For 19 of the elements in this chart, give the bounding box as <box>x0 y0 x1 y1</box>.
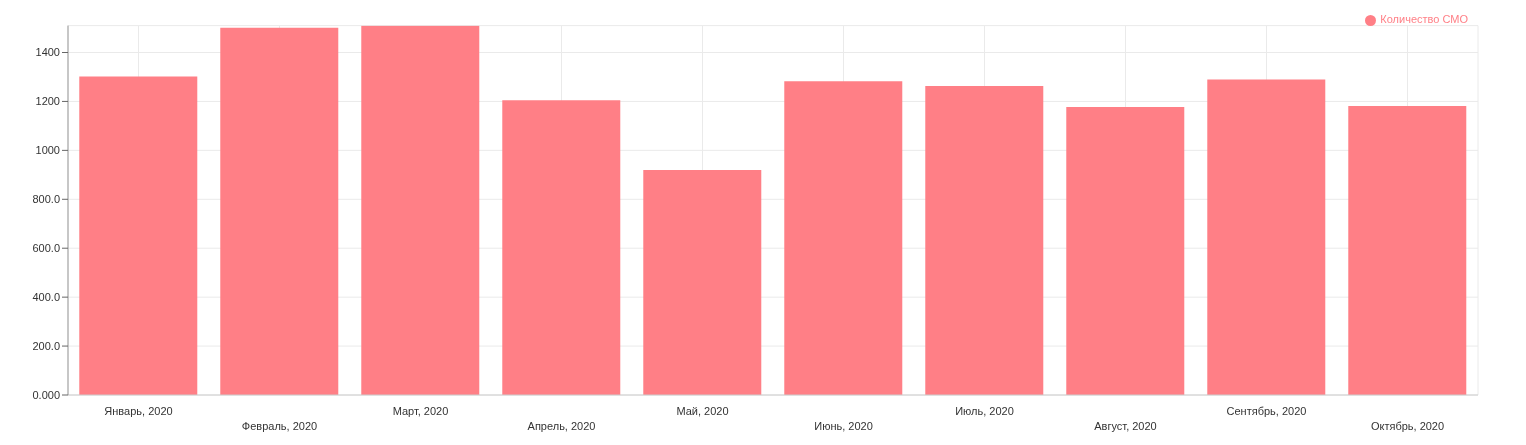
x-tick-label: Июнь, 2020 <box>814 420 873 432</box>
x-tick-label: Август, 2020 <box>1094 420 1157 432</box>
y-tick-label: 1200 <box>35 95 60 108</box>
y-tick-label: 1000 <box>35 144 60 157</box>
x-tick-label: Июль, 2020 <box>955 405 1014 417</box>
x-tick-label: Январь, 2020 <box>104 405 173 417</box>
y-tick-label: 1400 <box>35 46 60 59</box>
x-tick-label: Апрель, 2020 <box>527 420 596 432</box>
x-tick-label: Февраль, 2020 <box>241 420 318 432</box>
x-tick-label: Октябрь, 2020 <box>1370 420 1445 432</box>
y-tick-label: 600.0 <box>32 242 60 255</box>
x-tick-label: Май, 2020 <box>676 405 729 417</box>
y-tick-label: 0.000 <box>32 388 60 401</box>
legend-label: Количество СМО <box>1380 13 1468 25</box>
y-tick-label: 800.0 <box>32 193 60 206</box>
y-tick-label: 200.0 <box>32 339 60 352</box>
x-tick-label: Март, 2020 <box>392 405 449 417</box>
y-tick-label: 400.0 <box>32 291 60 304</box>
x-tick-label: Сентябрь, 2020 <box>1226 405 1307 417</box>
